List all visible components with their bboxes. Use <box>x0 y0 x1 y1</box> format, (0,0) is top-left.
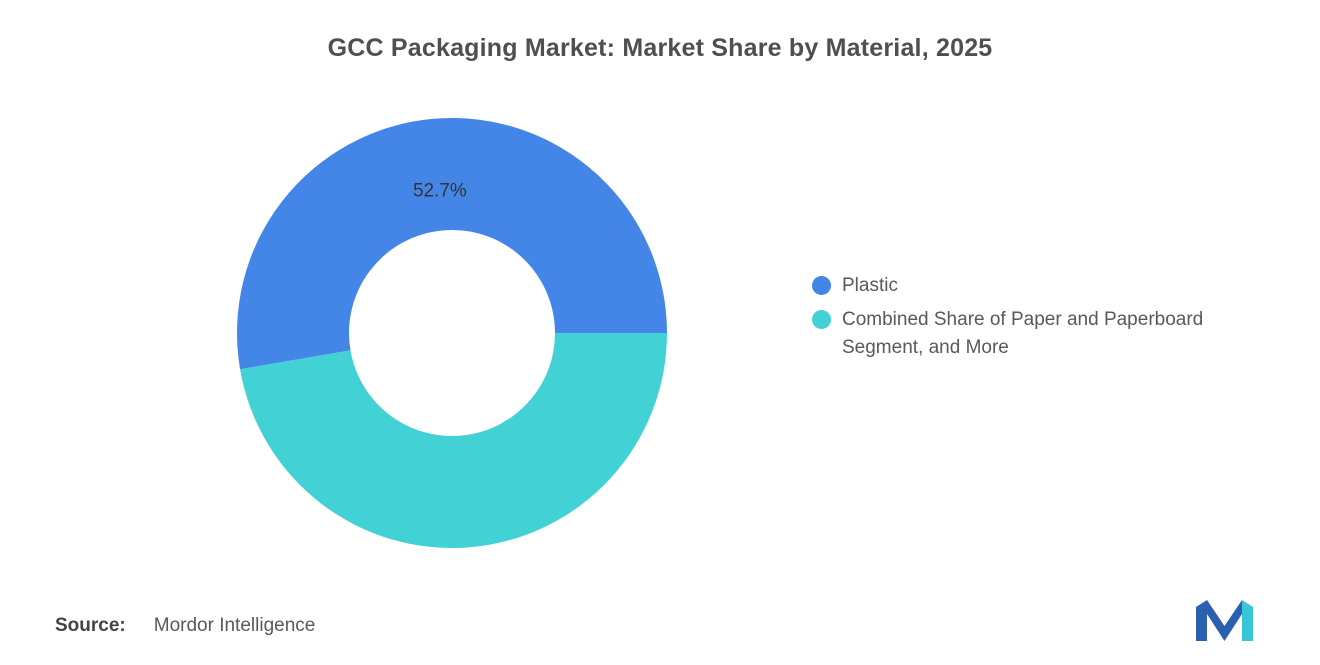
legend-dot-plastic <box>812 276 831 295</box>
donut-pie-icon: 52.7% <box>237 118 667 549</box>
logo-left-stroke <box>1196 600 1207 641</box>
mordor-intelligence-logo <box>1196 600 1253 641</box>
legend-item-paper-paperboard[interactable]: Combined Share of Paper and Paperboard S… <box>812 306 1247 362</box>
source-label: Source: <box>55 615 126 636</box>
donut-chart: 52.7% <box>237 118 667 549</box>
source-line: Source: Mordor Intelligence <box>55 615 315 637</box>
legend-item-plastic[interactable]: Plastic <box>812 272 1247 300</box>
source-value: Mordor Intelligence <box>153 615 316 636</box>
logo-right-stroke <box>1242 600 1253 641</box>
legend-dot-paper-paperboard <box>812 310 831 329</box>
donut-slice[interactable] <box>237 118 667 370</box>
legend-label-paper-paperboard: Combined Share of Paper and Paperboard S… <box>842 309 1204 358</box>
logo-middle-stroke <box>1207 600 1242 641</box>
slice-data-label: 52.7% <box>413 180 467 201</box>
legend-label-plastic: Plastic <box>842 275 898 296</box>
legend: Plastic Combined Share of Paper and Pape… <box>812 272 1247 362</box>
chart-title: GCC Packaging Market: Market Share by Ma… <box>327 34 993 62</box>
donut-slice[interactable] <box>240 333 667 549</box>
